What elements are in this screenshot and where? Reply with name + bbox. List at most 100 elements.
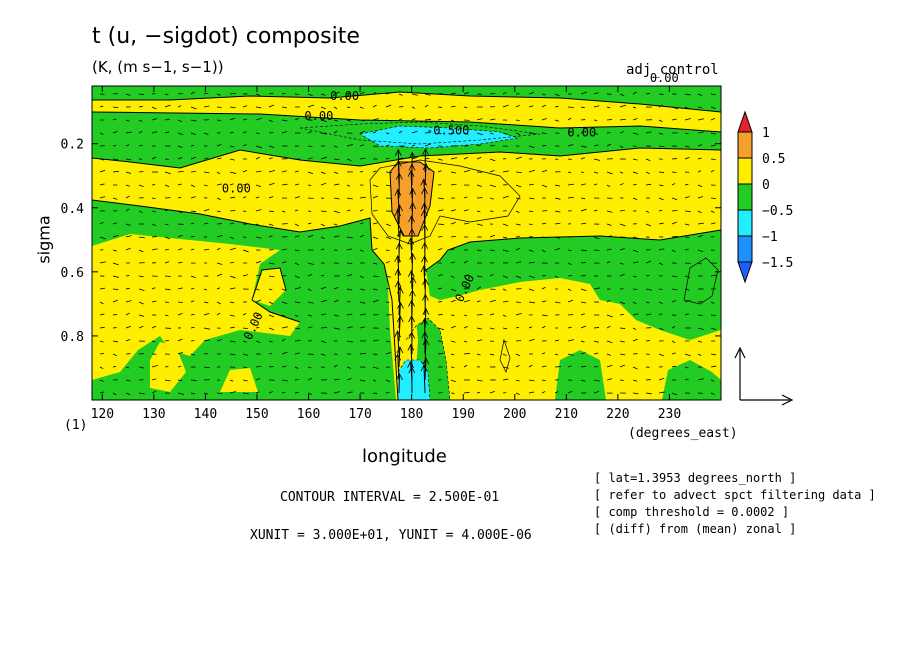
wind-vector: [450, 353, 455, 356]
wind-vector: [229, 209, 236, 212]
wind-vector: [528, 183, 534, 186]
wind-vector: [333, 210, 340, 214]
wind-vector: [398, 287, 401, 316]
wind-vector: [294, 366, 299, 369]
wind-vector: [138, 119, 143, 122]
y-tick-label: 0.2: [61, 138, 84, 153]
contour-label: 0.00: [222, 181, 251, 195]
wind-vector: [359, 301, 366, 304]
wind-vector: [515, 261, 522, 264]
colorbar-label: −0.5: [762, 204, 793, 219]
wind-vector: [229, 391, 237, 394]
wind-vector: [398, 157, 404, 160]
wind-vector: [151, 210, 156, 213]
wind-vector: [476, 314, 483, 316]
wind-vector: [450, 379, 456, 383]
wind-vector: [385, 223, 391, 227]
wind-vector: [502, 104, 509, 108]
wind-vector: [450, 92, 456, 95]
wind-vector: [346, 209, 351, 212]
wind-vector: [307, 377, 313, 381]
wind-vector: [515, 104, 520, 108]
wind-vector: [255, 366, 262, 368]
wind-vector: [99, 236, 106, 240]
wind-vector: [112, 392, 117, 396]
wind-vector-head: [407, 343, 415, 351]
region-neg-half-east: [426, 230, 721, 340]
wind-vector: [346, 106, 351, 109]
wind-vector: [632, 132, 639, 135]
wind-vector: [671, 340, 676, 344]
wind-vector-head: [409, 202, 417, 210]
wind-vector: [177, 156, 183, 160]
wind-vector: [359, 313, 366, 316]
wind-vector: [307, 222, 312, 225]
wind-vector-head: [397, 301, 404, 309]
wind-vector: [697, 131, 704, 134]
wind-vector: [99, 326, 105, 329]
wind-vector: [710, 365, 717, 368]
wind-vector: [125, 235, 132, 238]
wind-vector: [515, 353, 520, 357]
wind-vector: [528, 169, 535, 173]
wind-vector: [567, 144, 574, 147]
wind-vector: [125, 93, 131, 96]
wind-vector: [112, 275, 119, 278]
wind-vector: [359, 170, 364, 173]
wind-vector: [450, 261, 456, 264]
wind-vector: [268, 288, 273, 291]
wind-vector: [359, 288, 365, 291]
wind-vector: [502, 170, 510, 173]
wind-vector: [463, 222, 469, 225]
wind-vector: [554, 391, 559, 394]
notes-block: [ lat=1.3953 degrees_north ] [ refer to …: [594, 470, 876, 538]
wind-vector: [203, 392, 209, 395]
wind-vector: [385, 157, 390, 160]
wind-vector-head: [409, 252, 416, 260]
wind-vector: [580, 106, 585, 109]
wind-vector: [463, 92, 470, 95]
wind-vector: [606, 143, 612, 147]
wind-vector: [385, 352, 391, 355]
wind-vector: [567, 390, 573, 394]
wind-vector: [112, 340, 119, 343]
wind-vector: [190, 353, 196, 356]
wind-vector: [580, 352, 586, 355]
wind-vector: [346, 197, 353, 200]
wind-vector-head: [420, 364, 428, 372]
wind-vector: [242, 379, 248, 382]
wind-vector: [99, 169, 106, 173]
wind-vector: [567, 196, 574, 199]
wind-vector: [385, 236, 392, 240]
wind-vector: [372, 366, 379, 370]
wind-vector: [164, 118, 170, 121]
wind-vector: [242, 249, 249, 253]
wind-vector: [528, 364, 533, 368]
wind-vector: [463, 106, 468, 109]
wind-vector: [463, 156, 469, 160]
wind-vector: [164, 236, 170, 240]
wind-vector: [177, 183, 182, 186]
wind-vector: [541, 249, 546, 253]
wind-vector: [164, 131, 170, 134]
subplot-label: (1): [64, 418, 88, 433]
wind-vector: [385, 171, 392, 174]
wind-vector: [502, 340, 508, 343]
wind-vector: [632, 183, 637, 186]
wind-vector: [268, 169, 276, 173]
wind-vector: [151, 390, 157, 394]
wind-vector: [307, 262, 314, 265]
wind-vector: [684, 223, 690, 226]
wind-vector: [697, 327, 704, 330]
wind-vector: [372, 379, 377, 382]
wind-vector: [554, 247, 561, 251]
wind-vector-head: [396, 346, 404, 354]
wind-vector: [580, 288, 587, 292]
wind-vector: [294, 170, 299, 173]
wind-vector: [177, 287, 183, 290]
wind-vector: [684, 353, 691, 357]
wind-vector: [359, 249, 364, 252]
wind-vector: [294, 327, 301, 330]
wind-vector: [463, 169, 471, 173]
